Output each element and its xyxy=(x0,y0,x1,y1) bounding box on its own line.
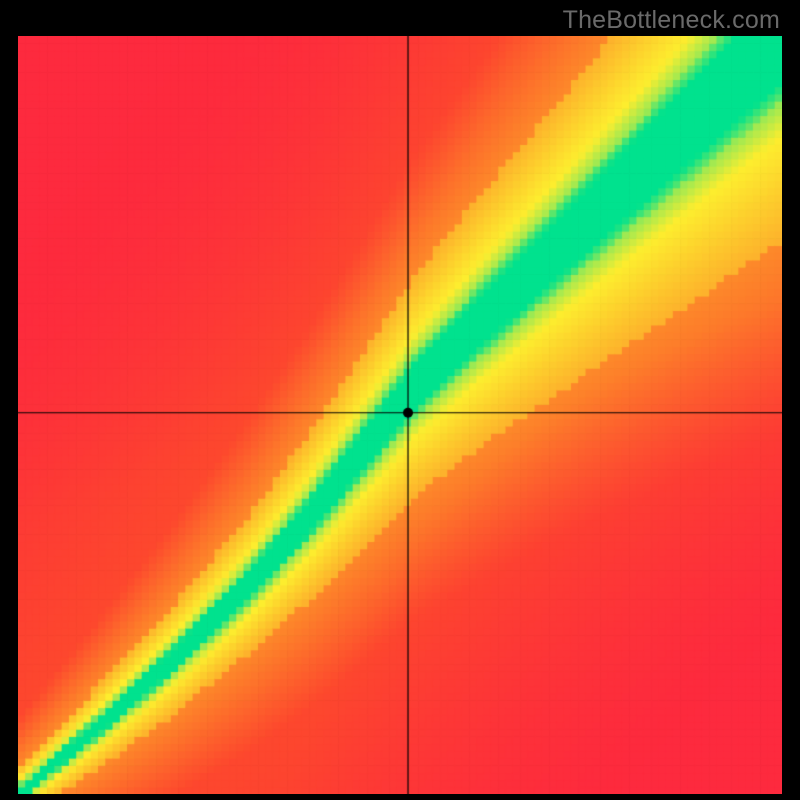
watermark-text: TheBottleneck.com xyxy=(563,6,780,35)
image-frame: TheBottleneck.com xyxy=(0,0,800,800)
bottleneck-heatmap xyxy=(18,36,782,794)
